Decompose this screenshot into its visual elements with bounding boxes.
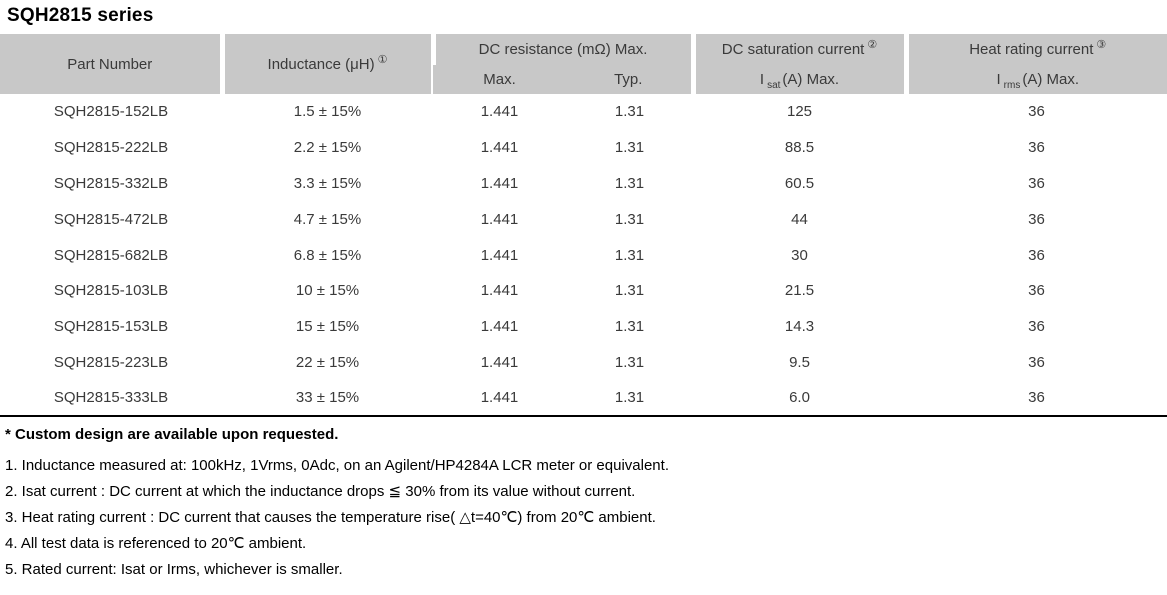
col-heat-rating-label: Heat rating current (969, 41, 1094, 58)
part-number-cell: SQH2815-472LB (0, 201, 222, 238)
dc-resistance-max-cell: 1.441 (433, 272, 566, 309)
table-row: SQH2815-333LB 33 ± 15% 1.441 1.31 6.0 36 (0, 380, 1167, 417)
col-part-number-label: Part Number (67, 55, 153, 73)
inductance-cell: 15 ± 15% (222, 308, 433, 345)
inductance-cell: 4.7 ± 15% (222, 201, 433, 238)
inductance-cell: 6.8 ± 15% (222, 237, 433, 273)
irms-cell: 36 (906, 308, 1167, 345)
dc-resistance-typ-cell: 1.31 (566, 308, 693, 345)
dc-resistance-max-cell: 1.441 (433, 201, 566, 238)
footnote-3: 3. Heat rating current : DC current that… (5, 509, 656, 527)
table-row: SQH2815-682LB 6.8 ± 15% 1.441 1.31 30 36 (0, 237, 1167, 273)
footnote-ref-2-icon: ② (867, 39, 878, 51)
irms-cell: 36 (906, 94, 1167, 130)
col-dc-resistance: DC resistance (mΩ) Max. (430, 34, 693, 65)
dc-resistance-max-cell: 1.441 (433, 237, 566, 273)
isat-cell: 88.5 (693, 129, 906, 166)
dc-resistance-typ-cell: 1.31 (566, 380, 693, 417)
col-dc-saturation: DC saturation current ② (690, 34, 906, 65)
dc-resistance-typ-cell: 1.31 (566, 237, 693, 273)
irms-cell: 36 (906, 129, 1167, 166)
page-title: SQH2815 series (7, 5, 154, 26)
part-number-cell: SQH2815-333LB (0, 380, 222, 417)
inductance-cell: 2.2 ± 15% (222, 129, 433, 166)
col-dc-resistance-label: DC resistance (mΩ) Max. (478, 41, 648, 58)
irms-cell: 36 (906, 201, 1167, 238)
table-row: SQH2815-332LB 3.3 ± 15% 1.441 1.31 60.5 … (0, 165, 1167, 202)
isat-cell: 60.5 (693, 165, 906, 202)
dc-resistance-max-cell: 1.441 (433, 380, 566, 417)
isat-cell: 14.3 (693, 308, 906, 345)
col-inductance-label: Inductance (μH) (267, 55, 375, 73)
irms-cell: 36 (906, 344, 1167, 381)
footnote-2: 2. Isat current : DC current at which th… (5, 483, 636, 501)
inductance-cell: 10 ± 15% (222, 272, 433, 309)
col-part-number: Part Number (0, 34, 222, 94)
irms-cell: 36 (906, 380, 1167, 417)
table-row: SQH2815-472LB 4.7 ± 15% 1.441 1.31 44 36 (0, 201, 1167, 238)
isat-cell: 44 (693, 201, 906, 238)
isat-cell: 9.5 (693, 344, 906, 381)
table-row: SQH2815-152LB 1.5 ± 15% 1.441 1.31 125 3… (0, 94, 1167, 130)
inductance-cell: 22 ± 15% (222, 344, 433, 381)
col-dc-resistance-max: Max. (433, 65, 566, 94)
footnote-ref-3-icon: ③ (1096, 39, 1107, 51)
spec-table: Part Number Inductance (μH) ① DC resistan… (0, 34, 1167, 418)
table-body: SQH2815-152LB 1.5 ± 15% 1.441 1.31 125 3… (0, 94, 1167, 417)
dc-resistance-typ-cell: 1.31 (566, 94, 693, 130)
irms-cell: 36 (906, 272, 1167, 309)
col-inductance: Inductance (μH) ① (219, 34, 433, 94)
col-dc-saturation-label: DC saturation current (721, 41, 865, 58)
col-dc-resistance-typ: Typ. (566, 65, 693, 94)
dc-resistance-max-cell: 1.441 (433, 129, 566, 166)
part-number-cell: SQH2815-223LB (0, 344, 222, 381)
inductance-cell: 3.3 ± 15% (222, 165, 433, 202)
footnotes: * Custom design are available upon reque… (0, 426, 1167, 583)
irms-cell: 36 (906, 165, 1167, 202)
isat-cell: 6.0 (693, 380, 906, 417)
part-number-cell: SQH2815-153LB (0, 308, 222, 345)
dc-resistance-typ-cell: 1.31 (566, 272, 693, 309)
dc-resistance-typ-cell: 1.31 (566, 344, 693, 381)
dc-resistance-max-cell: 1.441 (433, 165, 566, 202)
dc-resistance-max-cell: 1.441 (433, 94, 566, 130)
table-row: SQH2815-222LB 2.2 ± 15% 1.441 1.31 88.5 … (0, 129, 1167, 166)
table-header: Part Number Inductance (μH) ① DC resistan… (0, 34, 1167, 94)
table-row: SQH2815-223LB 22 ± 15% 1.441 1.31 9.5 36 (0, 344, 1167, 381)
isat-cell: 30 (693, 237, 906, 273)
part-number-cell: SQH2815-332LB (0, 165, 222, 202)
inductance-cell: 33 ± 15% (222, 380, 433, 417)
irms-cell: 36 (906, 237, 1167, 273)
dc-resistance-typ-cell: 1.31 (566, 201, 693, 238)
part-number-cell: SQH2815-152LB (0, 94, 222, 130)
footnote-1: 1. Inductance measured at: 100kHz, 1Vrms… (5, 457, 669, 475)
isat-cell: 21.5 (693, 272, 906, 309)
part-number-cell: SQH2815-103LB (0, 272, 222, 309)
dc-resistance-typ-cell: 1.31 (566, 129, 693, 166)
inductance-cell: 1.5 ± 15% (222, 94, 433, 130)
footnote-ref-1-icon: ① (377, 53, 388, 66)
isat-cell: 125 (693, 94, 906, 130)
dc-resistance-typ-cell: 1.31 (566, 165, 693, 202)
table-row: SQH2815-103LB 10 ± 15% 1.441 1.31 21.5 3… (0, 272, 1167, 309)
dc-resistance-max-cell: 1.441 (433, 344, 566, 381)
footnote-4: 4. All test data is referenced to 20℃ am… (5, 535, 307, 553)
footnote-5: 5. Rated current: Isat or Irms, whicheve… (5, 561, 343, 579)
part-number-cell: SQH2815-222LB (0, 129, 222, 166)
custom-design-note: * Custom design are available upon reque… (5, 426, 339, 444)
table-row: SQH2815-153LB 15 ± 15% 1.441 1.31 14.3 3… (0, 308, 1167, 345)
col-heat-rating: Heat rating current ③ (903, 34, 1167, 65)
part-number-cell: SQH2815-682LB (0, 237, 222, 273)
dc-resistance-max-cell: 1.441 (433, 308, 566, 345)
